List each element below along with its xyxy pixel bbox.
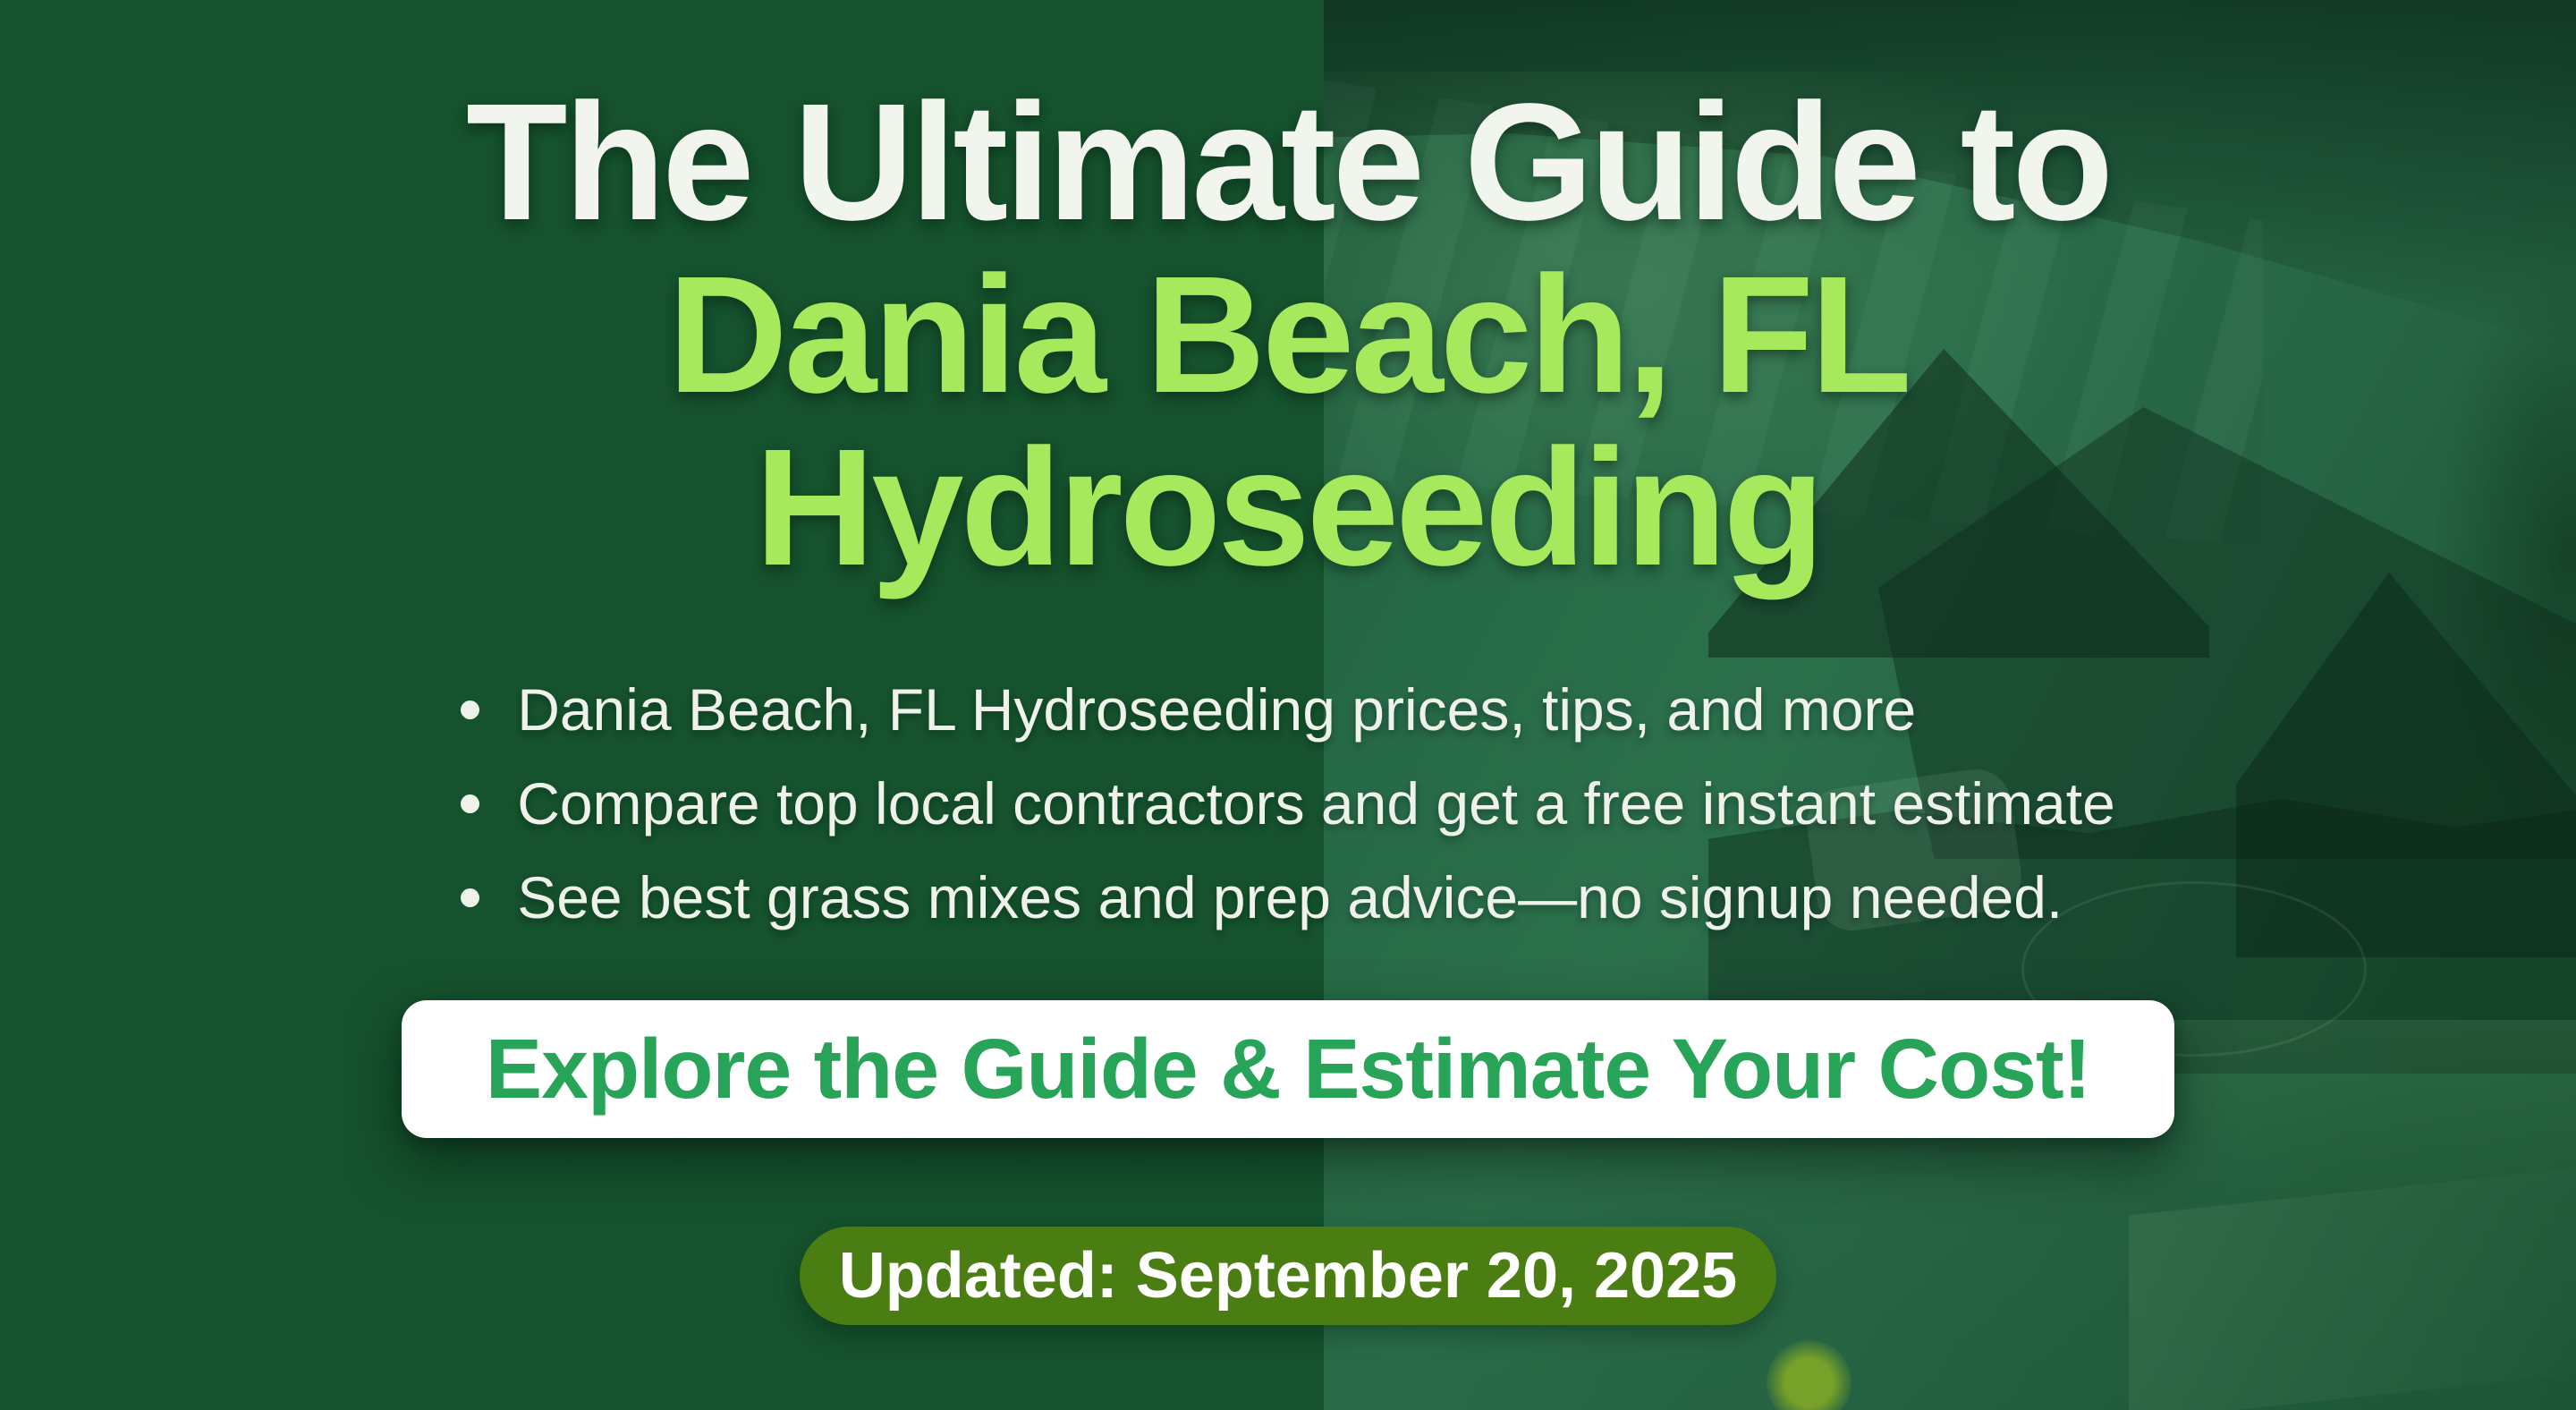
explore-guide-cta-button[interactable]: Explore the Guide & Estimate Your Cost! (402, 1000, 2174, 1138)
bullet-text: See best grass mixes and prep advice—no … (517, 864, 2063, 930)
bush-spot (1767, 1340, 1852, 1410)
bullet-item-prices: Dania Beach, FL Hydroseeding prices, tip… (461, 679, 2115, 740)
bullet-item-grass-mixes: See best grass mixes and prep advice—no … (461, 867, 2115, 928)
page-title-line3: Hydroseeding (754, 415, 1825, 600)
page-title: The Ultimate Guide to Dania Beach, FL Hy… (465, 70, 2114, 600)
bullet-dot-icon (461, 888, 480, 907)
bullet-dot-icon (461, 794, 480, 813)
bullet-text: Compare top local contractors and get a … (517, 770, 2115, 837)
bush-silhouette (2433, 268, 2576, 841)
bullet-dot-icon (461, 701, 480, 719)
faint-ring-detail (2021, 881, 2367, 1057)
bullet-item-contractors: Compare top local contractors and get a … (461, 773, 2115, 834)
bullet-list: Dania Beach, FL Hydroseeding prices, tip… (461, 679, 2115, 928)
page-title-line2: Dania Beach, FL (667, 242, 1911, 428)
bullet-text: Dania Beach, FL Hydroseeding prices, tip… (517, 676, 1917, 743)
page-title-line1: The Ultimate Guide to (465, 70, 2114, 255)
updated-date-badge: Updated: September 20, 2025 (799, 1227, 1777, 1325)
